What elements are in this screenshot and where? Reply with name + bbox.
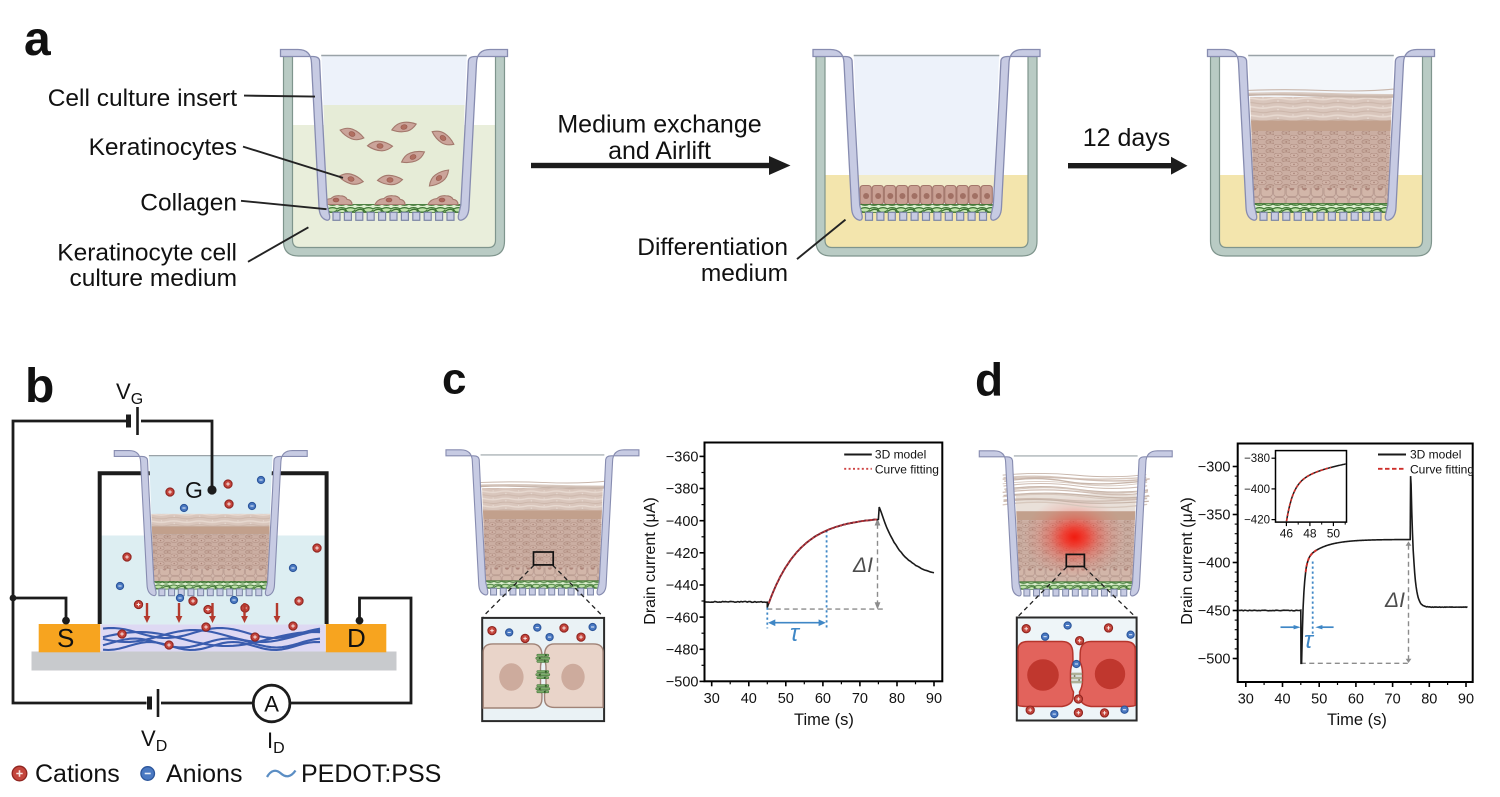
svg-text:d: d bbox=[975, 354, 1003, 406]
svg-text:50: 50 bbox=[1311, 692, 1327, 708]
svg-text:3D model: 3D model bbox=[1410, 447, 1461, 461]
svg-text:ΔI: ΔI bbox=[852, 554, 873, 577]
svg-text:90: 90 bbox=[1458, 692, 1474, 708]
svg-text:Cations: Cations bbox=[35, 760, 120, 788]
svg-text:−440: −440 bbox=[666, 578, 699, 594]
svg-text:Keratinocytes: Keratinocytes bbox=[89, 134, 237, 161]
svg-text:−460: −460 bbox=[666, 610, 699, 626]
svg-text:ΔI: ΔI bbox=[1384, 589, 1405, 612]
svg-text:−380: −380 bbox=[1244, 453, 1270, 465]
svg-text:τ: τ bbox=[790, 620, 801, 647]
svg-text:60: 60 bbox=[815, 691, 831, 707]
svg-text:46: 46 bbox=[1280, 527, 1294, 541]
svg-text:12 days: 12 days bbox=[1083, 124, 1171, 152]
svg-text:80: 80 bbox=[1421, 692, 1437, 708]
svg-text:90: 90 bbox=[926, 691, 942, 707]
svg-text:−360: −360 bbox=[666, 450, 699, 466]
svg-text:Collagen: Collagen bbox=[140, 190, 237, 217]
svg-text:Cell culture insert: Cell culture insert bbox=[48, 85, 237, 112]
svg-text:medium: medium bbox=[701, 260, 788, 287]
svg-text:30: 30 bbox=[1238, 692, 1254, 708]
svg-text:60: 60 bbox=[1348, 692, 1364, 708]
svg-text:G: G bbox=[185, 477, 203, 503]
svg-text:−400: −400 bbox=[666, 514, 699, 530]
svg-text:b: b bbox=[25, 360, 54, 413]
svg-text:τ: τ bbox=[1304, 627, 1315, 654]
svg-text:Medium exchange: Medium exchange bbox=[557, 111, 761, 139]
svg-text:D: D bbox=[347, 623, 366, 653]
svg-text:Time (s): Time (s) bbox=[1327, 711, 1387, 729]
svg-text:and Airlift: and Airlift bbox=[608, 137, 711, 165]
svg-text:−420: −420 bbox=[666, 546, 699, 562]
svg-text:−300: −300 bbox=[1198, 460, 1231, 476]
svg-text:Anions: Anions bbox=[166, 760, 242, 788]
svg-text:a: a bbox=[24, 13, 51, 66]
svg-text:−450: −450 bbox=[1198, 604, 1231, 620]
svg-text:Drain current (μA): Drain current (μA) bbox=[642, 497, 659, 624]
svg-text:−400: −400 bbox=[1198, 556, 1231, 572]
svg-text:−480: −480 bbox=[666, 643, 699, 659]
svg-text:Curve fitting: Curve fitting bbox=[875, 463, 939, 477]
svg-text:c: c bbox=[442, 355, 466, 404]
svg-text:A: A bbox=[264, 692, 279, 717]
svg-text:Keratinocyte cell: Keratinocyte cell bbox=[57, 240, 237, 267]
svg-text:50: 50 bbox=[1327, 527, 1341, 541]
svg-text:−350: −350 bbox=[1198, 508, 1231, 524]
svg-text:3D model: 3D model bbox=[875, 447, 926, 461]
svg-text:Time (s): Time (s) bbox=[794, 711, 854, 729]
svg-text:−400: −400 bbox=[1244, 484, 1270, 496]
svg-text:Curve fitting: Curve fitting bbox=[1410, 463, 1474, 477]
svg-text:48: 48 bbox=[1303, 527, 1317, 541]
svg-text:−380: −380 bbox=[666, 482, 699, 498]
svg-text:50: 50 bbox=[778, 691, 794, 707]
svg-text:Differentiation: Differentiation bbox=[637, 234, 788, 261]
svg-text:40: 40 bbox=[741, 691, 757, 707]
svg-text:−500: −500 bbox=[1198, 652, 1231, 668]
svg-text:PEDOT:PSS: PEDOT:PSS bbox=[301, 760, 441, 788]
svg-text:culture medium: culture medium bbox=[70, 265, 237, 292]
svg-text:S: S bbox=[57, 623, 74, 653]
svg-text:30: 30 bbox=[704, 691, 720, 707]
svg-text:40: 40 bbox=[1274, 692, 1290, 708]
svg-text:−420: −420 bbox=[1244, 515, 1270, 527]
svg-text:70: 70 bbox=[852, 691, 868, 707]
svg-text:−500: −500 bbox=[666, 675, 699, 691]
svg-text:70: 70 bbox=[1385, 692, 1401, 708]
svg-text:Drain current (μA): Drain current (μA) bbox=[1179, 497, 1196, 624]
svg-text:80: 80 bbox=[889, 691, 905, 707]
